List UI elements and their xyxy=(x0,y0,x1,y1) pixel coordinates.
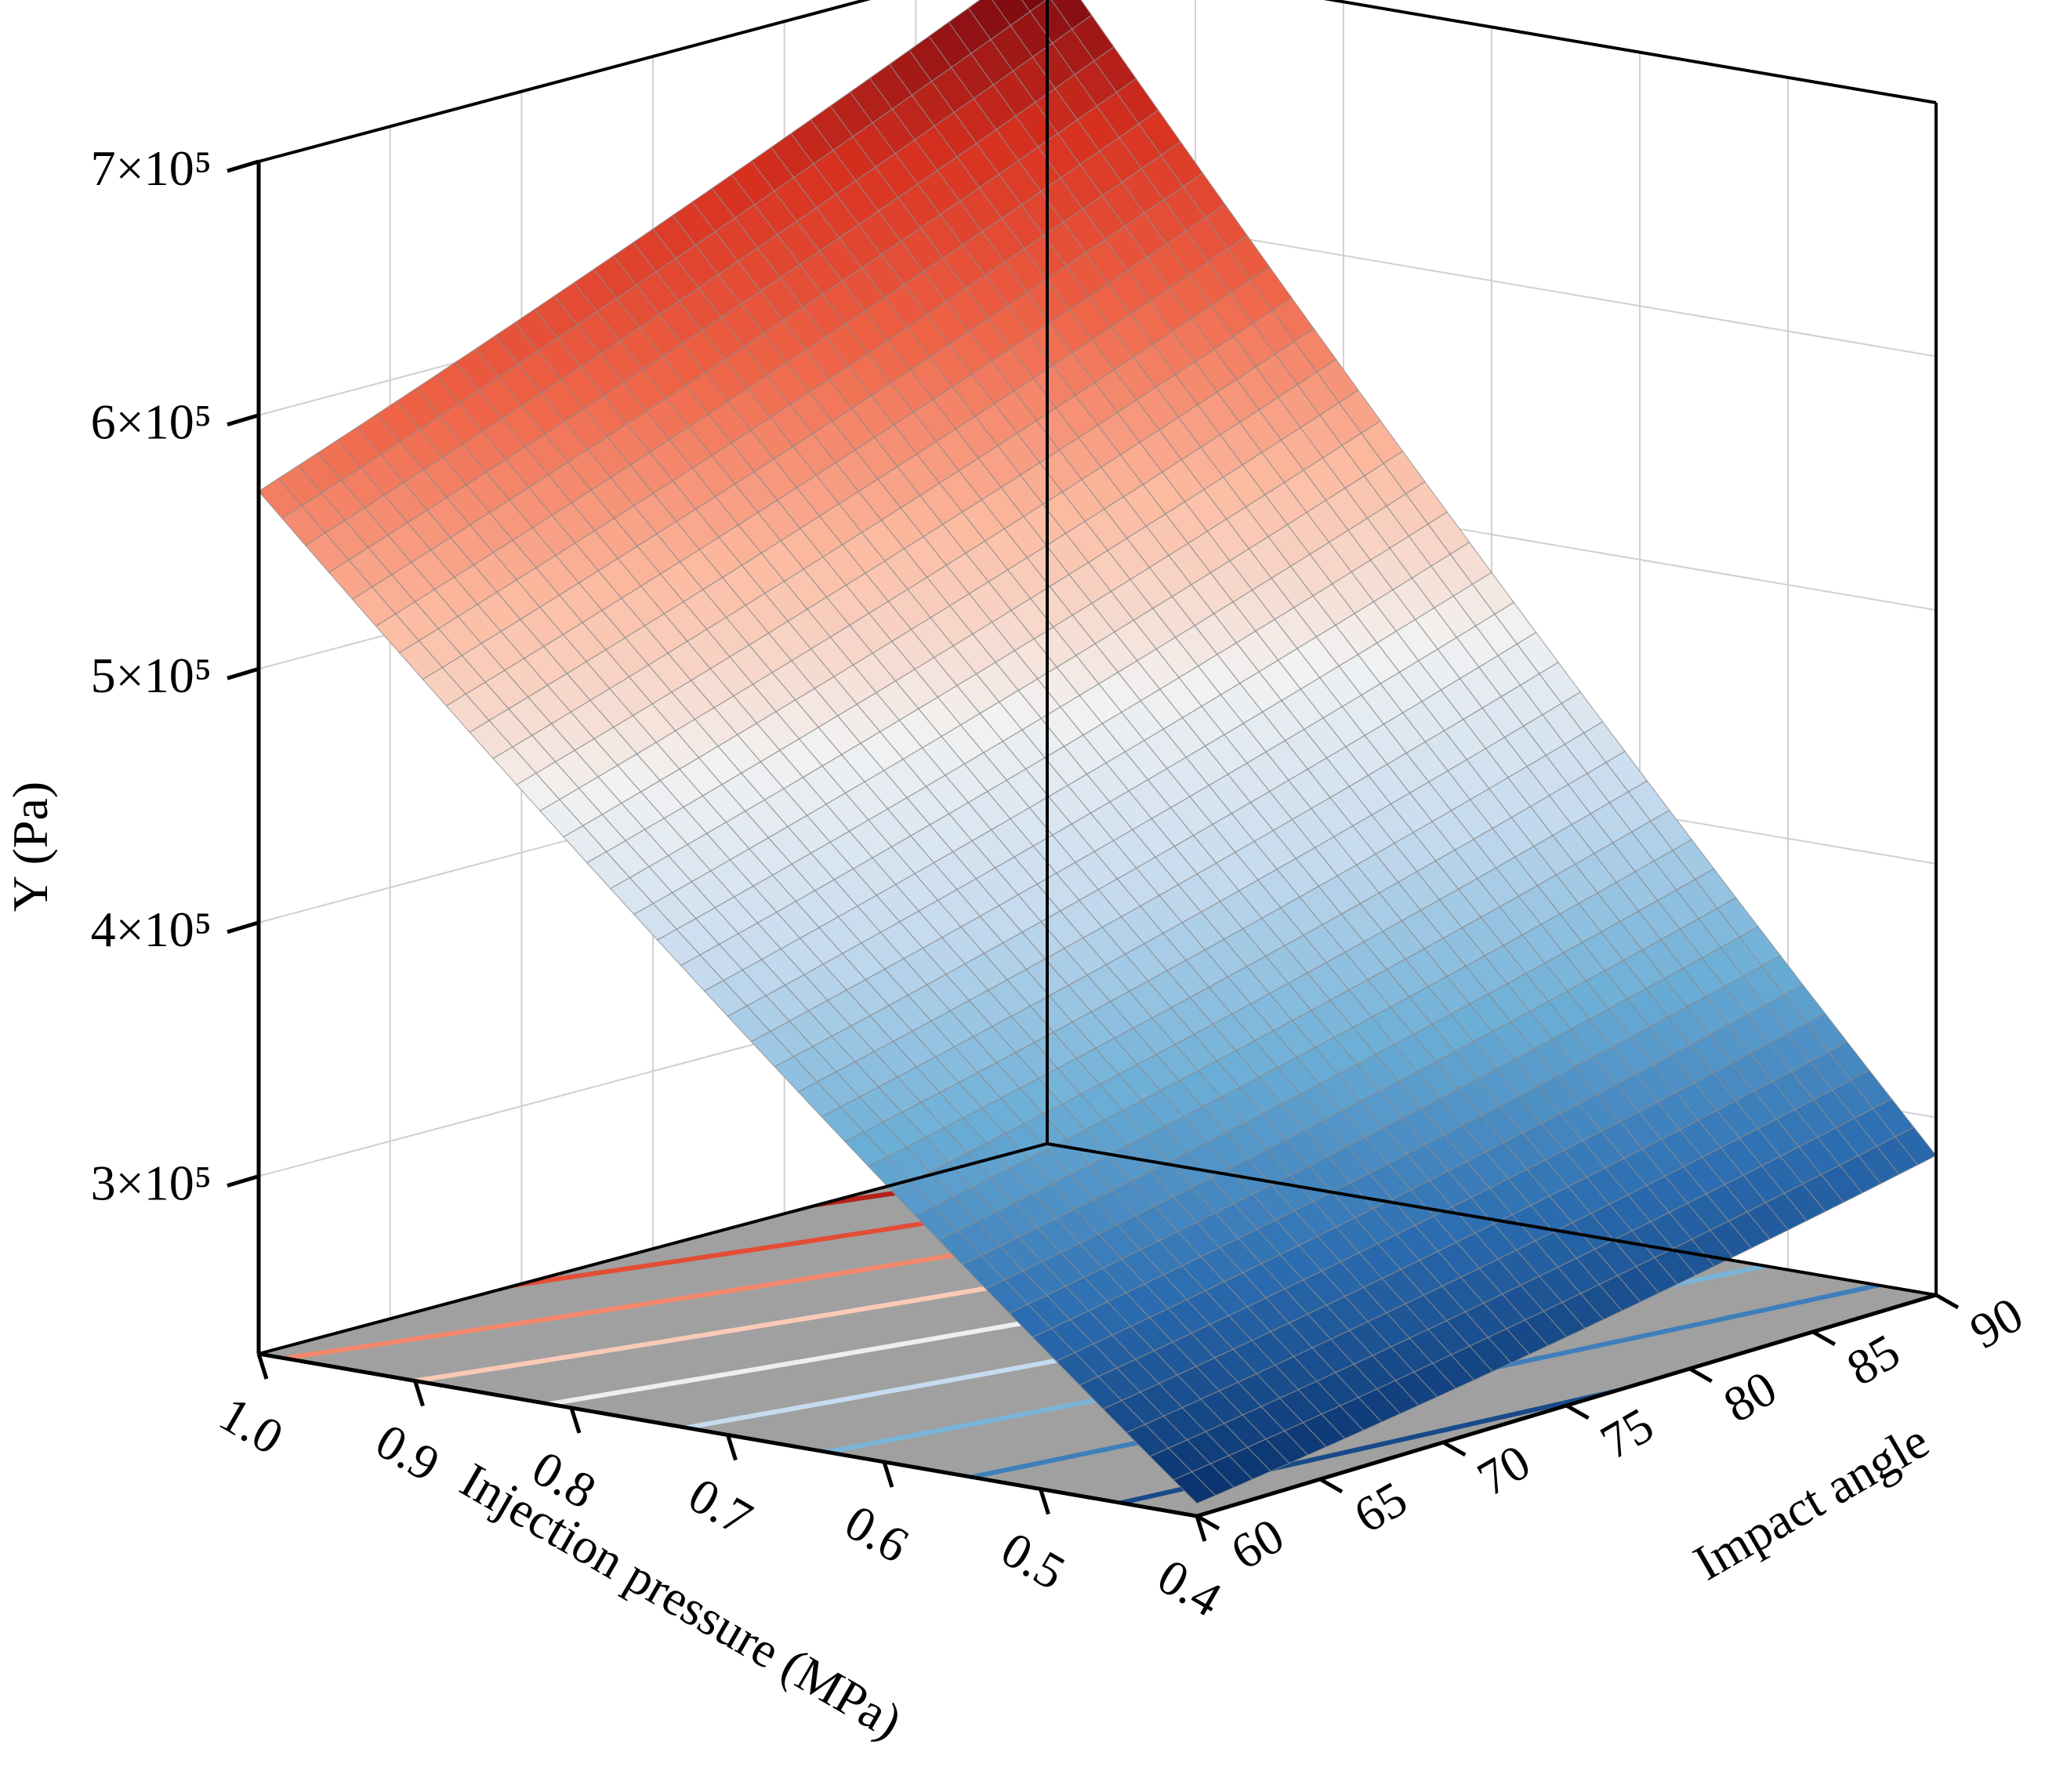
top-edge-line xyxy=(1323,0,1937,104)
x-tick-label: 0.4 xyxy=(1148,1548,1231,1627)
x-tick-label: 0.9 xyxy=(367,1413,449,1492)
y-tick xyxy=(1565,1403,1590,1420)
y-tick xyxy=(1811,1329,1837,1347)
x-tick xyxy=(413,1380,425,1407)
x-tick-label: 0.5 xyxy=(992,1521,1075,1600)
x-tick xyxy=(256,1353,269,1380)
z-axis-title: Y (Pa) xyxy=(2,782,58,912)
y-tick xyxy=(1935,1293,1960,1310)
y-tick xyxy=(1442,1440,1467,1457)
y-tick-label: 60 xyxy=(1222,1507,1293,1580)
x-tick xyxy=(1195,1515,1207,1542)
z-tick-label: 5×10⁵ xyxy=(91,648,212,703)
z-tick-label: 4×10⁵ xyxy=(91,901,212,957)
floor-edge xyxy=(258,1142,1048,1355)
y-tick-label: 70 xyxy=(1468,1434,1539,1507)
z-tick xyxy=(227,920,259,934)
x-tick xyxy=(1039,1488,1050,1515)
response-surface xyxy=(258,0,1937,1504)
x-tick xyxy=(569,1407,582,1434)
y-tick-label: 90 xyxy=(1961,1286,2032,1359)
z-tick-label: 6×10⁵ xyxy=(91,394,212,450)
x-tick-label: 1.0 xyxy=(210,1386,292,1465)
y-tick-label: 65 xyxy=(1345,1471,1416,1544)
z-tick xyxy=(227,1174,259,1188)
x-axis-title: Injection pressure (MPa) xyxy=(451,1452,912,1750)
y-tick xyxy=(1195,1514,1220,1531)
floor-edge xyxy=(1046,1142,1937,1297)
z-tick xyxy=(227,666,259,680)
z-tick xyxy=(227,413,259,427)
z-tick xyxy=(227,159,259,173)
top-edge-line xyxy=(258,0,872,163)
z-tick-label: 3×10⁵ xyxy=(91,1155,212,1210)
y-tick-label: 80 xyxy=(1714,1360,1786,1433)
x-tick xyxy=(882,1461,894,1488)
y-tick xyxy=(1318,1477,1343,1494)
y-tick xyxy=(1688,1366,1713,1384)
y-tick-label: 75 xyxy=(1591,1397,1663,1470)
x-tick xyxy=(726,1434,738,1461)
axes xyxy=(227,0,1960,1542)
z-tick-label: 7×10⁵ xyxy=(91,140,212,196)
x-tick-label: 0.6 xyxy=(836,1494,918,1573)
y-axis-title: Impact angle xyxy=(1684,1413,1938,1591)
surface-patch xyxy=(1173,1471,1217,1504)
y-tick-label: 85 xyxy=(1837,1323,1909,1396)
x-tick-label: 0.7 xyxy=(680,1467,762,1546)
